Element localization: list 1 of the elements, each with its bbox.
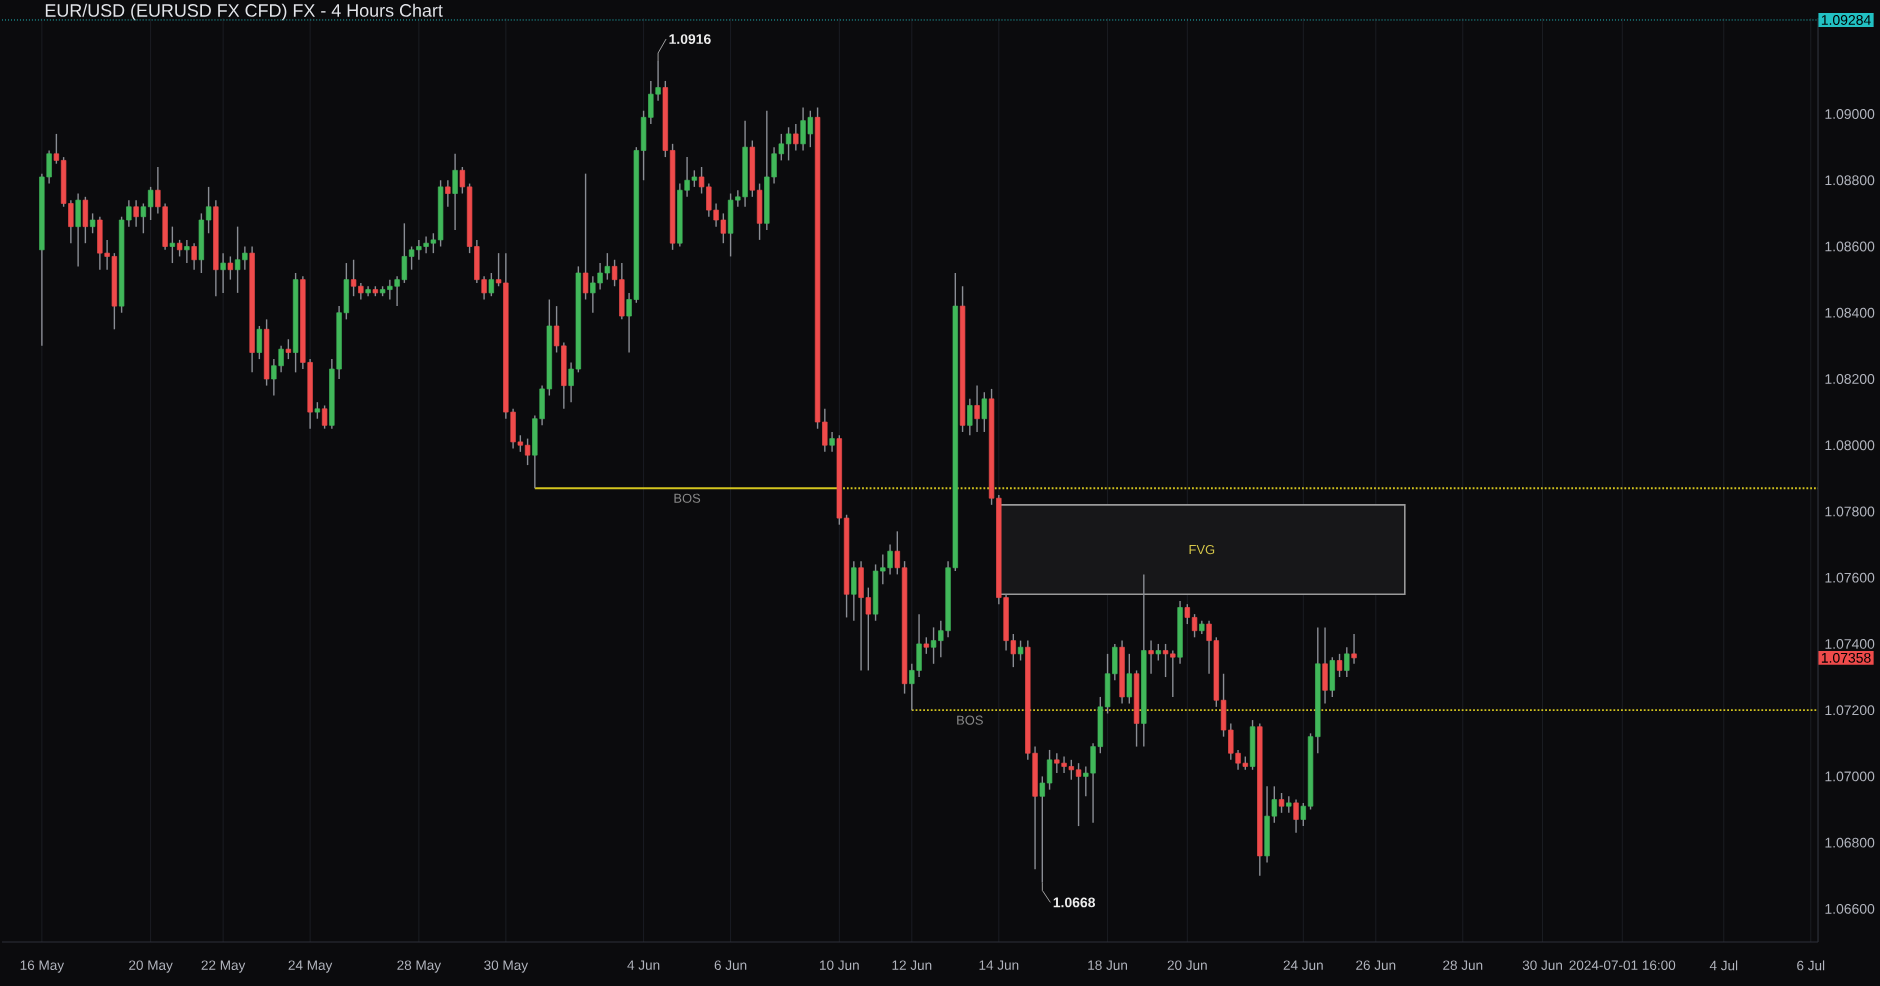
chart-title: EUR/USD (EURUSD FX CFD) FX - 4 Hours Chart: [45, 3, 443, 21]
